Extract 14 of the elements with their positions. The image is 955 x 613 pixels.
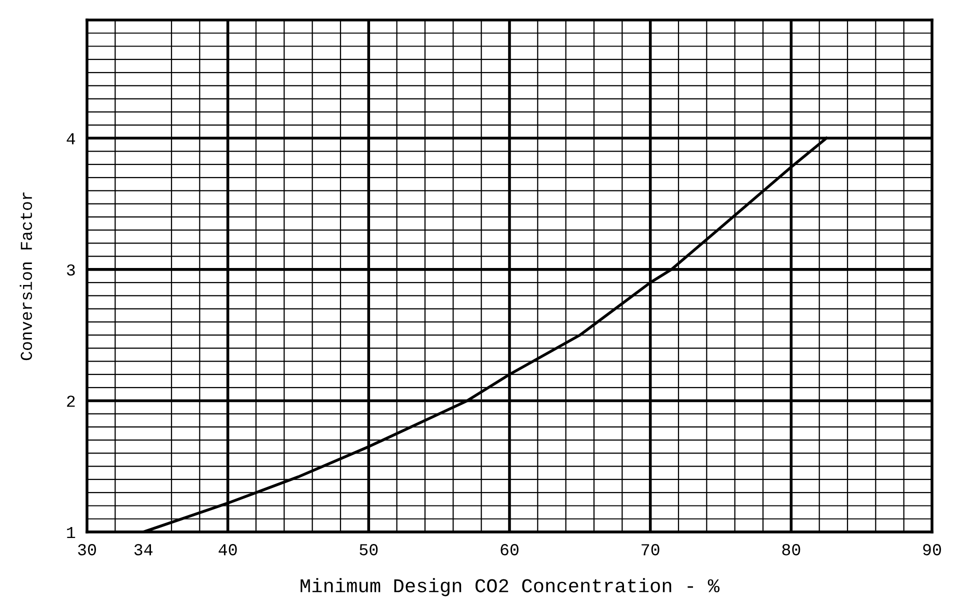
y-tick-label: 1 <box>67 527 76 538</box>
y-tick-label: 2 <box>67 396 75 407</box>
x-tick-label: 30 <box>78 544 96 556</box>
x-tick-label: 70 <box>642 544 660 556</box>
y-tick-label: 3 <box>66 264 75 276</box>
x-tick-label: 80 <box>782 544 800 556</box>
x-tick-label: 40 <box>218 544 237 556</box>
y-tick-label: 4 <box>66 133 76 144</box>
x-tick-label: 90 <box>923 544 941 556</box>
x-tick-label: 34 <box>134 544 152 556</box>
x-tick-label: 60 <box>500 544 518 556</box>
x-axis-title: Minimum Design CO2 Concentration - % <box>300 578 720 596</box>
y-axis-title: Conversion Factor <box>20 192 32 360</box>
x-tick-label: 50 <box>360 544 378 556</box>
